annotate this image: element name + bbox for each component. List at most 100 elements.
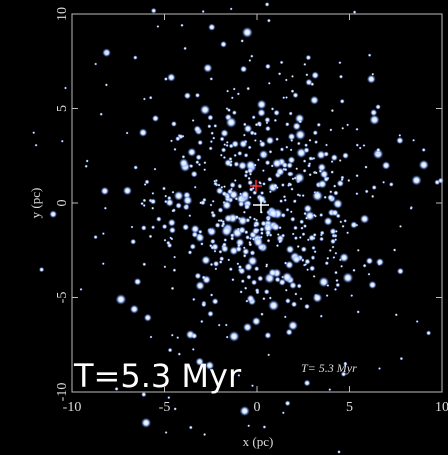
star — [197, 163, 202, 167]
star — [227, 258, 231, 262]
star — [290, 138, 294, 142]
star — [188, 214, 192, 218]
star — [332, 198, 343, 209]
star — [202, 197, 207, 203]
star — [268, 268, 277, 277]
star — [225, 116, 237, 128]
star — [143, 183, 147, 186]
star — [203, 161, 207, 165]
star — [309, 265, 316, 272]
star — [101, 262, 105, 266]
star — [394, 313, 398, 317]
star — [292, 92, 299, 99]
star — [352, 268, 356, 272]
star — [156, 216, 162, 222]
star — [311, 245, 316, 251]
star — [375, 104, 381, 110]
star — [267, 81, 271, 85]
star — [217, 323, 221, 327]
star — [100, 186, 110, 196]
star — [180, 23, 184, 27]
star — [305, 216, 309, 220]
star — [214, 267, 218, 271]
star — [293, 176, 297, 180]
star — [215, 186, 224, 195]
star — [330, 170, 335, 174]
star — [325, 143, 328, 147]
star — [209, 293, 214, 297]
star — [138, 128, 148, 137]
star — [260, 312, 264, 317]
star — [219, 136, 225, 142]
star — [265, 63, 271, 70]
star — [293, 236, 298, 241]
star — [173, 147, 177, 151]
star — [237, 215, 248, 226]
star — [142, 97, 146, 101]
star — [266, 217, 271, 222]
star — [181, 154, 186, 159]
star — [323, 195, 327, 199]
star — [285, 245, 295, 254]
star — [242, 246, 246, 250]
star — [291, 74, 294, 78]
star — [300, 226, 304, 230]
star — [224, 323, 228, 327]
star — [261, 169, 265, 173]
star — [279, 147, 285, 152]
star — [249, 250, 256, 256]
star — [396, 267, 404, 275]
star — [223, 238, 228, 242]
star — [294, 129, 306, 141]
star — [242, 210, 246, 214]
star — [326, 256, 330, 260]
star — [262, 425, 267, 429]
star — [365, 257, 374, 265]
star — [151, 191, 155, 195]
star — [334, 251, 338, 255]
star — [229, 246, 239, 256]
star — [150, 198, 157, 205]
star — [270, 107, 275, 111]
white-cross — [253, 197, 269, 213]
star — [272, 158, 282, 169]
star — [319, 230, 325, 236]
star — [130, 225, 134, 229]
star — [317, 163, 327, 172]
star — [323, 216, 333, 226]
star — [207, 124, 212, 129]
star — [340, 175, 345, 180]
star — [133, 165, 138, 170]
star — [293, 199, 297, 204]
star — [283, 261, 288, 265]
star — [268, 149, 273, 154]
star — [190, 170, 198, 178]
star — [267, 353, 271, 357]
star — [312, 156, 316, 160]
star — [296, 193, 300, 197]
star — [219, 153, 223, 157]
star — [412, 138, 416, 142]
star — [239, 405, 250, 417]
star — [142, 262, 147, 267]
star — [177, 352, 181, 356]
star — [285, 145, 289, 149]
star — [228, 331, 240, 342]
star — [359, 214, 370, 224]
star — [295, 167, 299, 171]
star — [93, 234, 98, 240]
star — [188, 425, 193, 430]
star — [234, 197, 239, 201]
star — [284, 288, 288, 292]
star — [312, 274, 316, 278]
star — [381, 161, 391, 170]
star — [312, 293, 323, 303]
star — [247, 145, 252, 150]
star — [256, 99, 267, 110]
star — [221, 222, 226, 226]
star — [350, 221, 358, 229]
star — [222, 155, 226, 160]
star — [122, 186, 132, 196]
star — [283, 167, 288, 172]
